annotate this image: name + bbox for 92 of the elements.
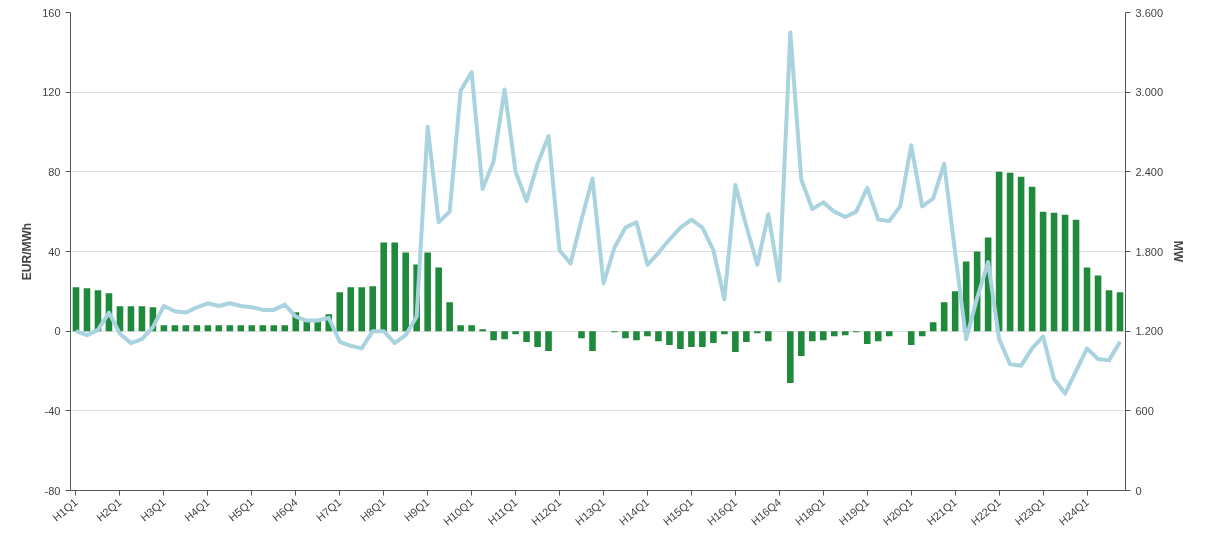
y2-tick-label: 600 (1135, 404, 1154, 417)
bar (710, 331, 717, 344)
bar (336, 292, 344, 332)
bar (127, 306, 135, 332)
bar (798, 331, 805, 357)
bar (512, 331, 519, 335)
bar (83, 288, 91, 332)
bar (435, 267, 442, 332)
bar (270, 325, 278, 332)
y2-axis-title: MW (1171, 240, 1186, 263)
bar (380, 242, 387, 332)
bar (402, 252, 409, 332)
bar (248, 325, 256, 332)
y-tick-label: 80 (48, 165, 61, 178)
y-tick-label: -40 (44, 404, 61, 417)
bar (534, 331, 541, 348)
bar (732, 331, 739, 353)
y-tick-label: 40 (48, 245, 61, 258)
bar (1017, 176, 1025, 332)
bar (622, 331, 629, 339)
y2-tick-label: 2.400 (1135, 165, 1164, 178)
y-tick-label: 0 (54, 325, 61, 338)
y-tick-label: 160 (42, 6, 61, 19)
bar (907, 331, 915, 346)
bar (1039, 211, 1047, 332)
bar (347, 287, 355, 332)
bar (358, 287, 366, 332)
y2-tick-label: 1.800 (1135, 245, 1164, 258)
bar (226, 325, 234, 332)
y2-tick-label: 3.000 (1135, 86, 1164, 99)
y2-tick-label: 3.600 (1135, 6, 1164, 19)
bar (644, 331, 651, 337)
bar (193, 325, 201, 332)
bar (885, 331, 893, 337)
bar (1105, 290, 1113, 332)
bar (1061, 214, 1069, 332)
bar (1116, 292, 1124, 332)
y2-tick-label: 1.200 (1135, 325, 1164, 338)
bar (468, 325, 475, 332)
bar (1028, 186, 1036, 332)
bar (819, 331, 827, 341)
bar (490, 331, 497, 341)
bar (1050, 212, 1058, 332)
bar (259, 325, 267, 332)
bar (72, 287, 80, 332)
bar (424, 252, 431, 332)
bar (391, 242, 398, 332)
bar (1006, 172, 1014, 332)
bar (182, 325, 190, 332)
bar (369, 286, 377, 332)
bar (677, 331, 684, 350)
bar (666, 331, 673, 346)
bar (951, 291, 959, 332)
bar (1072, 219, 1080, 332)
bar (830, 331, 838, 337)
bar (841, 331, 849, 336)
bar (523, 331, 530, 343)
bar (589, 331, 596, 352)
bar (501, 331, 508, 340)
bar (721, 331, 728, 335)
bar (237, 325, 245, 332)
bar (809, 331, 816, 342)
bar (787, 331, 794, 383)
bar (688, 331, 695, 348)
bar (457, 325, 464, 332)
y-axis-title: EUR/MWh (20, 222, 35, 281)
bar (215, 325, 223, 332)
bar (204, 325, 212, 332)
bar (1083, 267, 1091, 332)
bar (479, 329, 486, 332)
line-series (73, 30, 1123, 396)
bar (171, 325, 179, 332)
bar (578, 331, 585, 339)
bar (1094, 275, 1102, 332)
bar (281, 325, 289, 332)
bar (160, 325, 168, 332)
bar (863, 331, 871, 345)
bar (545, 331, 552, 352)
bar (446, 302, 453, 332)
bar (918, 331, 926, 337)
bar (138, 306, 146, 332)
bar (633, 331, 640, 341)
y2-tick-label: 0 (1135, 484, 1142, 497)
y-tick-label: -80 (44, 484, 61, 497)
bar (743, 331, 750, 343)
y-tick-label: 120 (42, 86, 61, 99)
bar (874, 331, 882, 342)
bar (929, 322, 937, 332)
bar (940, 302, 948, 332)
bar (655, 331, 662, 342)
bar (765, 331, 772, 342)
bar (699, 331, 706, 348)
